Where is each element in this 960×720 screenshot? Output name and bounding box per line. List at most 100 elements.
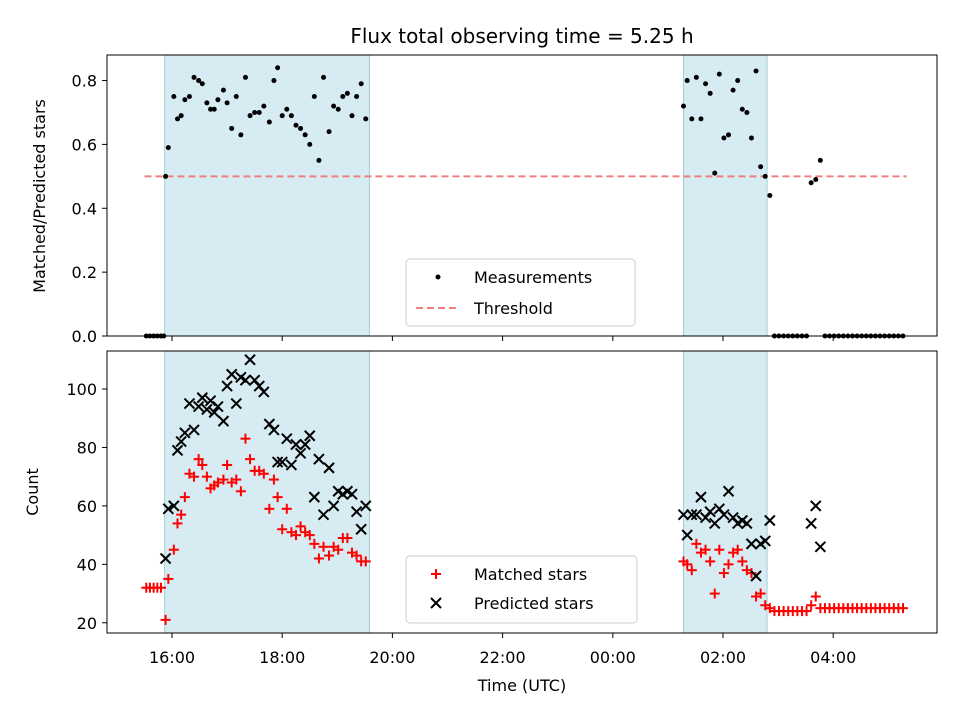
measurement-point [693, 74, 699, 80]
measurement-point [229, 125, 235, 131]
measurement-point [288, 113, 294, 119]
measurement-point [721, 135, 727, 141]
predicted-star-point [217, 415, 230, 427]
measurement-point [196, 78, 202, 84]
predicted-star-point [221, 380, 233, 392]
matched-star-point [309, 538, 320, 549]
observation-window [164, 54, 370, 337]
bottom-observation-windows [164, 350, 768, 634]
matched-star-point [718, 568, 729, 579]
measurement-point [261, 103, 267, 109]
matched-star-point [691, 538, 702, 549]
matched-star-point [189, 471, 200, 482]
measurement-point [298, 125, 304, 131]
predicted-star-point [281, 432, 293, 445]
measurement-point [707, 90, 713, 96]
bottom-x-axis: 16:00 18:00 20:00 22:00 00:00 02:00 04:00 [149, 633, 856, 667]
predicted-star-point [317, 508, 330, 521]
matched-star-point [155, 582, 166, 593]
y-tick-label: 0.0 [72, 327, 97, 346]
measurement-point [220, 87, 226, 93]
measurement-point [233, 94, 239, 100]
predicted-star-point [271, 456, 284, 468]
measurement-point [716, 71, 722, 77]
bottom-plot-frame [106, 350, 938, 634]
predicted-star-point [805, 517, 817, 530]
bottom-y-axis-label: Count [23, 468, 42, 516]
predicted-star-point [686, 508, 698, 521]
matched-star-point [212, 477, 223, 488]
bottom-panel: 20 40 60 80 100 16:00 18:00 20:00 22:00 00:00 02:… [23, 350, 938, 695]
measurement-point [271, 78, 277, 84]
measurement-point [307, 141, 313, 147]
measurement-point [178, 113, 184, 119]
matched-star-point [193, 454, 204, 465]
top-legend-box [405, 258, 636, 327]
y-tick-label: 40 [77, 555, 97, 574]
y-tick-label: 20 [77, 614, 97, 633]
measurement-point [284, 106, 290, 112]
measurement-point [712, 170, 718, 176]
measurement-point [208, 106, 214, 112]
matched-star-point [235, 486, 246, 497]
measurement-point [224, 100, 230, 106]
x-tick-label: 18:00 [259, 648, 305, 667]
matched-star-point [172, 518, 183, 529]
predicted-star-point [750, 570, 762, 582]
predicted-star-point [759, 535, 771, 547]
measurement-point [753, 68, 759, 74]
measurement-point [302, 132, 308, 138]
matched-star-point [714, 544, 725, 555]
bottom-y-axis: 20 40 60 80 100 [66, 380, 107, 633]
predicted-star-point [741, 517, 753, 530]
measurement-point [165, 145, 171, 151]
measurement-point [275, 65, 281, 71]
predicted-star-point [677, 508, 690, 521]
measurement-point [316, 157, 322, 163]
measurement-point [331, 103, 337, 109]
count-points [141, 354, 908, 625]
measurement-point [279, 113, 285, 119]
measurement-point [358, 81, 364, 87]
x-tick-label: 22:00 [480, 648, 526, 667]
measurement-point [191, 74, 197, 80]
matched-star-point [197, 459, 208, 470]
x-tick-label: 02:00 [700, 648, 746, 667]
matched-star-point [342, 533, 353, 544]
matched-star-point [801, 606, 812, 617]
matched-star-point [324, 550, 335, 561]
predicted-star-point [159, 552, 172, 565]
predicted-star-point [294, 447, 307, 459]
bottom-legend: Matched stars Predicted stars [405, 555, 638, 624]
predicted-star-point [204, 394, 217, 407]
predicted-star-point [346, 488, 358, 500]
measurement-point [813, 177, 819, 183]
measurement-point [730, 87, 736, 93]
matched-star-point [290, 530, 301, 541]
top-observation-windows [164, 54, 768, 337]
threshold-legend-label: Threshold [473, 299, 553, 318]
predicted-star-point [168, 500, 180, 512]
predicted-star-point [258, 386, 270, 398]
measurement-point [163, 173, 169, 179]
y-tick-label: 60 [77, 497, 97, 516]
predicted-star-point [695, 491, 707, 503]
matched-star-point [231, 474, 242, 485]
matched-legend-marker [431, 569, 441, 579]
predicted-star-point [196, 392, 209, 404]
matched-star-point [686, 565, 697, 576]
matched-star-point [176, 509, 187, 520]
matched-star-point [700, 544, 711, 555]
predicted-star-point [285, 459, 298, 471]
predicted-star-point [323, 462, 335, 474]
predicted-star-point [299, 438, 311, 451]
predicted-star-point [718, 508, 730, 521]
matched-star-point [333, 544, 344, 555]
observation-window [164, 350, 370, 634]
matched-star-point [897, 603, 908, 614]
predicted-star-point [290, 438, 302, 451]
matched-star-point [360, 556, 371, 567]
predicted-star-point [327, 500, 340, 512]
measurement-point [344, 90, 350, 96]
predicted-star-point [810, 500, 822, 512]
